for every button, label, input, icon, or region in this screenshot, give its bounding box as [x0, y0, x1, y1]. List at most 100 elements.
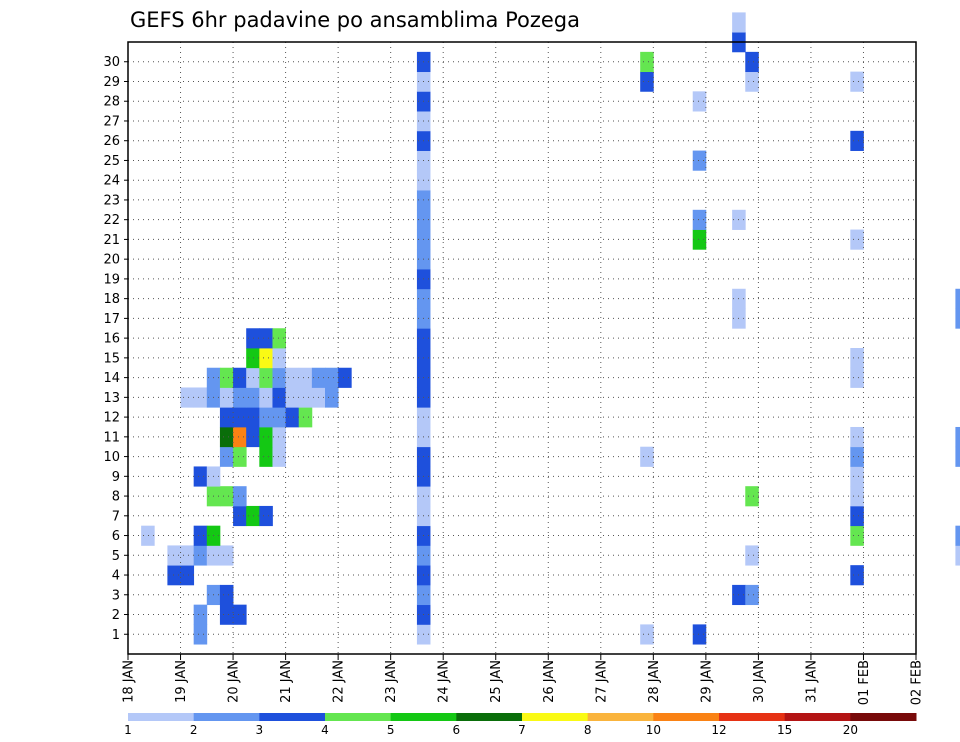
colorbar-tick-label: 10 [646, 723, 661, 737]
precip-cell [850, 130, 864, 151]
precip-cell [955, 525, 960, 546]
x-tick-label: 25 JAN [489, 660, 504, 703]
colorbar-swatch [719, 713, 786, 721]
precip-cell [193, 624, 208, 645]
precip-cell [167, 565, 181, 586]
precip-cell [259, 348, 273, 369]
y-tick-label: 4 [112, 569, 120, 584]
colorbar-swatch [456, 713, 523, 721]
precip-cell [745, 584, 759, 606]
y-tick-label: 9 [112, 470, 120, 485]
colorbar-swatch [390, 713, 457, 721]
x-tick-label: 24 JAN [437, 660, 452, 703]
grid-lines [128, 42, 916, 654]
precip-cell [850, 426, 864, 448]
precip-cell [141, 525, 155, 546]
colorbar-swatch [522, 713, 589, 721]
colorbar-tick-label: 4 [321, 723, 329, 737]
x-tick-label: 02 FEB [910, 660, 925, 705]
y-tick-label: 12 [103, 411, 120, 426]
y-tick-label: 7 [112, 509, 120, 524]
chart-title: GEFS 6hr padavine po ansamblima Pozega [130, 8, 580, 32]
precip-cell [850, 367, 864, 388]
precip-cell [955, 545, 960, 566]
precip-cell [955, 446, 960, 467]
precip-cell [850, 348, 864, 369]
colorbar-tick-label: 20 [843, 723, 858, 737]
colorbar-tick-label: 15 [777, 723, 792, 737]
precip-cell [850, 466, 864, 487]
precip-cell [298, 367, 313, 388]
precip-cell [955, 288, 960, 309]
precip-cell [167, 545, 181, 566]
precip-cell [219, 426, 234, 448]
x-tick-label: 22 JAN [332, 660, 347, 703]
precip-cell [640, 51, 654, 73]
y-tick-label: 13 [103, 391, 120, 406]
precip-cell [219, 367, 234, 388]
y-tick-label: 6 [112, 529, 120, 544]
colorbar-tick-label: 6 [453, 723, 461, 737]
colorbar-tick-label: 12 [711, 723, 726, 737]
x-axis: 18 JAN 19 JAN 20 JAN 21 JAN 22 JAN 23 JAN 24 J… [122, 654, 925, 705]
colorbar: 1 2 3 4 5 6 7 8 10 12 15 20 [124, 713, 917, 737]
precip-cell [272, 407, 286, 428]
y-tick-label: 22 [103, 213, 120, 228]
precip-cell [640, 624, 654, 645]
precip-cell [298, 387, 313, 408]
precip-cell [219, 604, 234, 625]
x-tick-label: 31 JAN [804, 660, 819, 703]
x-tick-label: 28 JAN [647, 660, 662, 703]
colorbar-swatch [128, 713, 195, 721]
precip-cell [850, 486, 864, 507]
precip-cell [219, 584, 234, 606]
y-tick-label: 27 [103, 114, 120, 129]
y-tick-label: 1 [112, 628, 120, 643]
precip-cell [338, 367, 352, 388]
precip-cell [272, 328, 286, 349]
precip-cell [692, 150, 707, 171]
precip-cell [219, 407, 234, 428]
colorbar-swatch [653, 713, 720, 721]
x-tick-label: 20 JAN [227, 660, 242, 703]
y-tick-label: 18 [103, 292, 120, 307]
precip-cell [745, 486, 759, 507]
precip-cell [692, 624, 707, 645]
x-tick-label: 30 JAN [752, 660, 767, 703]
y-tick-label: 10 [103, 450, 120, 465]
precip-cell [259, 367, 273, 388]
x-tick-label: 01 FEB [857, 660, 872, 705]
y-tick-label: 8 [112, 490, 120, 505]
colorbar-tick-label: 8 [584, 723, 592, 737]
precip-cell [246, 328, 260, 349]
precip-cell [325, 367, 339, 388]
y-tick-label: 23 [103, 193, 120, 208]
precip-cell [259, 426, 273, 448]
precip-cell [325, 387, 339, 408]
precip-cell [246, 407, 260, 428]
precip-cell [640, 446, 654, 467]
y-tick-label: 17 [103, 312, 120, 327]
y-tick-label: 30 [103, 55, 120, 70]
y-tick-label: 20 [103, 253, 120, 268]
precip-cell [745, 545, 759, 566]
precip-cell [285, 387, 300, 408]
y-axis: 1234567891011121314151617181920212223242… [103, 55, 128, 643]
precip-cell [180, 545, 195, 566]
precip-cell [233, 446, 247, 467]
y-tick-label: 11 [103, 430, 120, 445]
precip-cell [745, 71, 759, 92]
precip-cell [193, 525, 208, 546]
precip-cell [219, 545, 234, 566]
precip-cell [285, 407, 300, 428]
x-tick-label: 29 JAN [699, 660, 714, 703]
precip-cell [272, 446, 286, 467]
precip-cell [219, 486, 234, 507]
precip-cell [745, 51, 759, 73]
y-tick-label: 26 [103, 134, 120, 149]
precip-cell [850, 525, 864, 546]
colorbar-swatch [850, 713, 917, 721]
colorbar-swatch [784, 713, 851, 721]
y-tick-label: 5 [112, 549, 120, 564]
precip-cell [285, 367, 300, 388]
